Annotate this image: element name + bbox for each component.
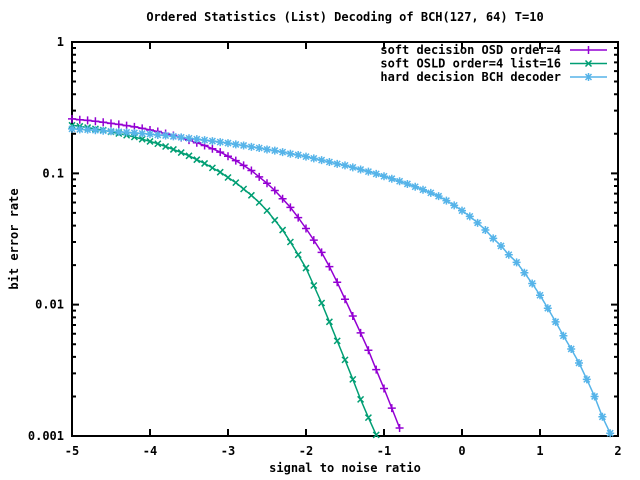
y-axis-label: bit error rate: [7, 188, 21, 290]
x-tick-label-5: 0: [458, 444, 465, 458]
x-axis-label: signal to noise ratio: [269, 461, 421, 475]
legend-label-2: hard decision BCH decoder: [380, 70, 561, 84]
series-markers-2: [68, 124, 615, 438]
x-tick-label-6: 1: [536, 444, 543, 458]
legend-sample-0: [570, 46, 607, 54]
series-markers-0: [68, 114, 404, 433]
legend-label-0: soft decision OSD order=4: [380, 43, 561, 57]
y-tick-label-2: 0.01: [35, 298, 64, 312]
x-tick-label-0: -5: [65, 444, 79, 458]
x-tick-label-1: -4: [143, 444, 157, 458]
y-tick-label-1: 0.1: [42, 166, 64, 180]
x-tick-label-4: -1: [377, 444, 391, 458]
legend-label-1: soft OSLD order=4 list=16: [380, 57, 561, 71]
series-line-1: [71, 124, 377, 436]
x-tick-label-7: 2: [614, 444, 621, 458]
x-tick-label-3: -2: [299, 444, 313, 458]
series-markers-1: [68, 121, 380, 439]
x-tick-label-2: -3: [221, 444, 235, 458]
legend-sample-1: [570, 59, 607, 68]
axis-ticks: [71, 41, 619, 437]
legend-sample-2: [570, 73, 607, 81]
chart-title: Ordered Statistics (List) Decoding of BC…: [146, 10, 544, 24]
plot-border: [71, 41, 619, 437]
y-tick-label-0: 1: [57, 35, 64, 49]
y-tick-label-3: 0.001: [28, 429, 64, 443]
